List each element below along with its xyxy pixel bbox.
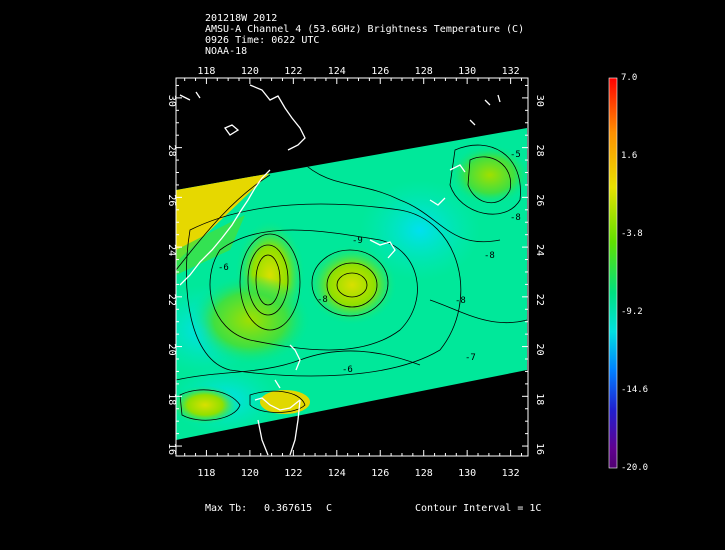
contour-labels: -5 -8 -9 -8 -8 -8 -7 -6 -6 [218,150,521,375]
colorbar [608,77,618,469]
lon-label-bottom: 122 [284,468,302,479]
lon-label-top: 124 [328,66,346,77]
lon-label-top: 118 [197,66,215,77]
max-tb-unit: C [326,503,333,514]
lat-label-left: 16 [166,443,177,455]
contour-value-label: -6 [342,365,353,375]
title-line-3: 0926 Time: 0622 UTC [205,35,320,46]
lat-label-right: 16 [534,443,545,455]
lon-label-top: 132 [502,66,520,77]
lat-label-right: 30 [534,95,545,107]
max-tb-label: Max Tb: [205,503,248,514]
lat-label-left: 22 [166,294,177,306]
contour-value-label: -9 [352,236,363,246]
lat-label-left: 18 [166,393,177,405]
colorbar-label-6: -20.0 [621,463,649,473]
contour-value-label: -8 [484,251,495,261]
lon-label-top: 126 [371,66,389,77]
lon-label-top: 122 [284,66,302,77]
lat-label-right: 20 [534,344,545,356]
contour-value-label: -5 [510,150,521,160]
lat-label-right: 22 [534,294,545,306]
swath-field [176,84,527,456]
map-frame [175,77,529,457]
colorbar-label-3: -3.8 [621,229,643,239]
colorbar-label-5: -14.6 [621,385,649,395]
lat-label-right: 18 [534,393,545,405]
lat-label-left: 28 [166,145,177,157]
contour-value-label: -8 [510,213,521,223]
contour-interval: Contour Interval = 1C [415,503,542,514]
contour-value-label: -6 [218,263,229,273]
lon-label-bottom: 132 [502,468,520,479]
contour-value-label: -8 [317,295,328,305]
lat-label-left: 26 [166,194,177,206]
title-line-4: NOAA-18 [205,46,248,57]
max-tb-value: 0.367615 [264,503,313,514]
lon-label-top: 120 [241,66,259,77]
colorbar-label-2: 1.6 [621,151,638,161]
contour-value-label: -8 [455,296,466,306]
map-ticks: 118 118 120 120 122 122 124 124 126 126 128 128 130 1… [166,66,545,479]
coastlines [179,84,501,456]
colorbar-label-4: -9.2 [621,307,643,317]
title-line-2: AMSU-A Channel 4 (53.6GHz) Brightness Te… [205,24,525,35]
lat-label-right: 28 [534,145,545,157]
lon-label-top: 130 [458,66,476,77]
title-line-1: 201218W 2012 [205,13,278,24]
lon-label-bottom: 118 [197,468,215,479]
lon-label-top: 128 [415,66,433,77]
lat-label-left: 20 [166,344,177,356]
contour-value-label: -7 [465,353,476,363]
colorbar-label-1: 7.0 [621,73,638,83]
contour-lines [176,144,527,421]
lon-label-bottom: 126 [371,468,389,479]
lon-label-bottom: 128 [415,468,433,479]
lat-label-left: 30 [166,95,177,107]
lon-label-bottom: 124 [328,468,346,479]
lon-label-bottom: 120 [241,468,259,479]
lat-label-left: 24 [166,244,177,256]
lon-label-bottom: 130 [458,468,476,479]
lat-label-right: 26 [534,194,545,206]
lat-label-right: 24 [534,244,545,256]
